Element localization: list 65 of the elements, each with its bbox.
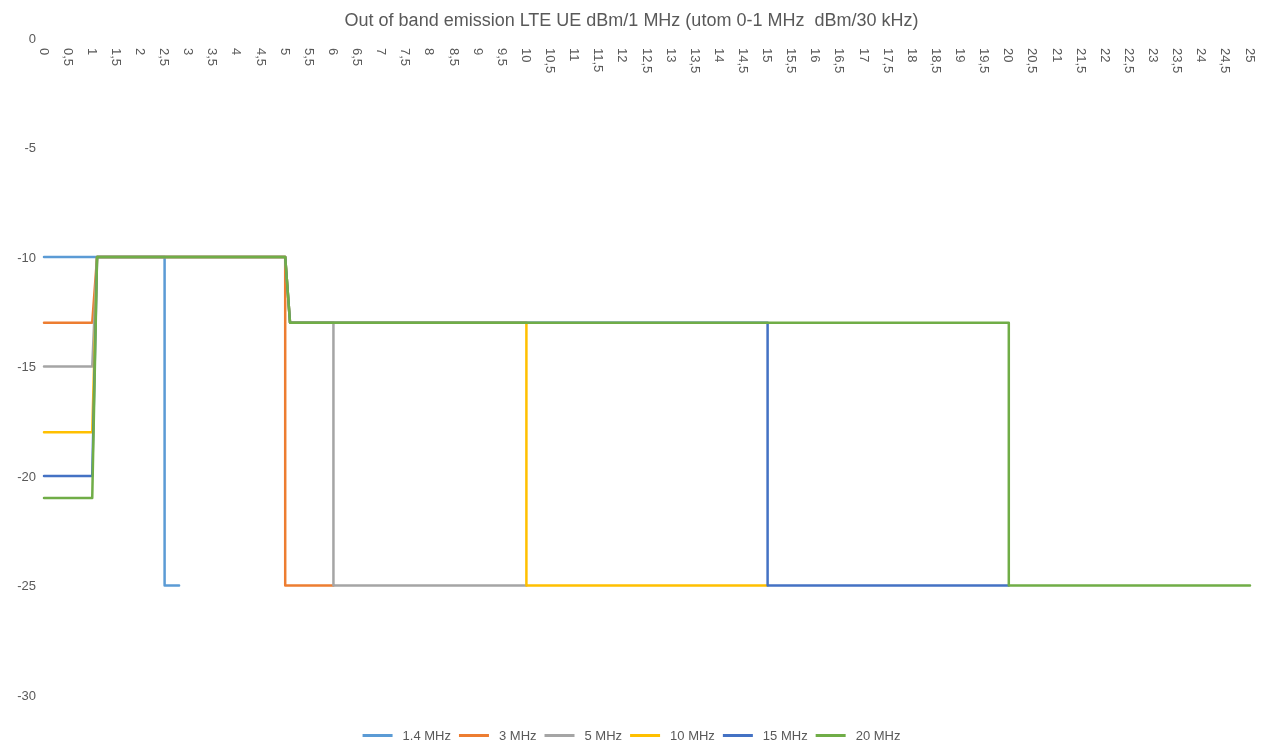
y-tick-label: -5 <box>24 140 36 155</box>
x-tick-label: 6,5 <box>350 48 366 67</box>
legend-label: 5 MHz <box>584 728 623 743</box>
x-tick-label: 13,5 <box>687 48 703 74</box>
x-tick-label: 18,5 <box>928 48 944 74</box>
y-tick-label: -10 <box>17 249 36 265</box>
x-tick-label: 7 <box>374 48 390 56</box>
x-tick-label: 19 <box>953 48 969 63</box>
x-tick-label: 15 <box>760 48 776 63</box>
x-tick-label: 22,5 <box>1121 48 1137 74</box>
x-tick-label: 13 <box>663 48 679 63</box>
x-tick-label: 6 <box>325 48 341 56</box>
x-tick-label: 10 <box>518 48 534 63</box>
y-tick-label: -30 <box>17 687 36 703</box>
x-tick-label: 11 <box>567 48 583 62</box>
x-tick-label: 22 <box>1097 48 1113 63</box>
x-tick-label: 18 <box>904 48 920 63</box>
x-tick-label: 20 <box>1001 48 1017 63</box>
chart-title: Out of band emission LTE UE dBm/1 MHz (utom 0-1 MHz dBm/30 kHz) <box>344 10 919 30</box>
x-tick-label: 11,5 <box>591 48 607 73</box>
x-tick-label: 8,5 <box>446 48 462 67</box>
x-tick-label: 0,5 <box>60 48 76 67</box>
x-tick-label: 4,5 <box>253 48 269 67</box>
y-tick-label: -25 <box>17 578 36 593</box>
legend-label: 1.4 MHz <box>402 728 451 743</box>
x-tick-label: 3 <box>181 48 197 56</box>
legend-label: 3 MHz <box>498 728 537 743</box>
x-tick-label: 16,5 <box>832 48 848 74</box>
x-tick-label: 20,5 <box>1025 48 1041 74</box>
x-tick-label: 1 <box>84 48 100 56</box>
x-tick-label: 5,5 <box>301 48 317 67</box>
x-tick-label: 17,5 <box>880 48 896 74</box>
x-tick-label: 21,5 <box>1073 48 1089 74</box>
y-tick-label: -20 <box>17 468 36 484</box>
x-tick-label: 7,5 <box>398 48 414 67</box>
x-tick-label: 16 <box>808 48 824 63</box>
x-tick-label: 0 <box>36 48 52 56</box>
x-tick-label: 19,5 <box>977 48 993 74</box>
x-tick-label: 8 <box>422 48 438 56</box>
x-tick-label: 9 <box>470 48 486 56</box>
x-tick-label: 14,5 <box>735 48 751 74</box>
x-tick-label: 23,5 <box>1170 48 1186 74</box>
y-tick-label: -15 <box>17 359 36 374</box>
legend-label: 20 MHz <box>855 728 901 743</box>
x-tick-label: 4 <box>229 48 245 56</box>
x-tick-label: 2 <box>132 48 148 56</box>
x-tick-label: 12,5 <box>639 48 655 74</box>
x-tick-label: 21 <box>1049 48 1065 63</box>
legend-label: 15 MHz <box>762 728 808 743</box>
x-tick-label: 10,5 <box>543 48 559 74</box>
x-tick-label: 15,5 <box>784 48 800 74</box>
x-tick-label: 3,5 <box>205 48 221 67</box>
x-tick-label: 17 <box>856 48 872 63</box>
x-tick-label: 9,5 <box>494 48 510 67</box>
legend-label: 10 MHz <box>670 728 715 743</box>
x-tick-label: 25 <box>1242 48 1258 63</box>
x-tick-label: 2,5 <box>157 48 173 67</box>
x-tick-label: 24 <box>1194 48 1210 63</box>
x-tick-label: 23 <box>1146 48 1162 63</box>
y-tick-label: 0 <box>28 30 36 46</box>
x-tick-label: 12 <box>615 48 631 63</box>
x-tick-label: 14 <box>711 48 727 63</box>
x-tick-label: 5 <box>277 48 293 56</box>
x-tick-label: 24,5 <box>1218 48 1234 74</box>
x-tick-label: 1,5 <box>108 48 124 67</box>
